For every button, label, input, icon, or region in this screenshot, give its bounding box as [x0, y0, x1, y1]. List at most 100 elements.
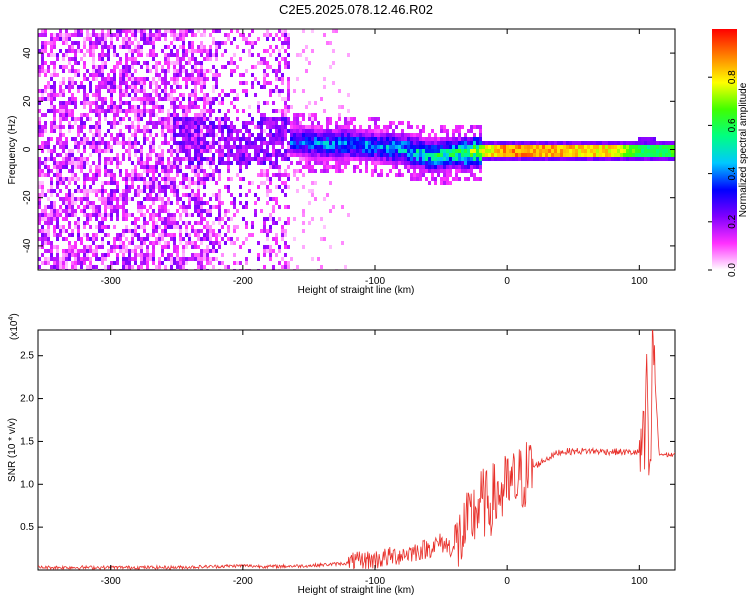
heatmap-cell — [47, 249, 50, 253]
heatmap-cell — [428, 145, 431, 149]
heatmap-cell — [161, 233, 164, 237]
heatmap-cell — [422, 161, 425, 165]
heatmap-cell — [44, 85, 47, 89]
heatmap-cell — [188, 177, 191, 181]
heatmap-cell — [68, 213, 71, 217]
heatmap-cell — [335, 169, 338, 173]
heatmap-cell — [176, 189, 179, 193]
heatmap-cell — [140, 161, 143, 165]
heatmap-cell — [83, 233, 86, 237]
heatmap-cell — [425, 161, 428, 165]
heatmap-cell — [275, 89, 278, 93]
heatmap-cell — [239, 57, 242, 61]
heatmap-cell — [287, 105, 290, 109]
heatmap-cell — [290, 125, 293, 129]
heatmap-cell — [122, 197, 125, 201]
heatmap-cell — [59, 133, 62, 137]
heatmap-cell — [98, 85, 101, 89]
heatmap-cell — [647, 141, 650, 145]
heatmap-cell — [137, 157, 140, 161]
heatmap-cell — [38, 197, 41, 201]
heatmap-cell — [95, 37, 98, 41]
heatmap-cell — [617, 149, 620, 153]
heatmap-cell — [50, 97, 53, 101]
heatmap-cell — [260, 229, 263, 233]
heatmap-cell — [347, 133, 350, 137]
heatmap-cell — [119, 109, 122, 113]
heatmap-cell — [479, 149, 482, 153]
heatmap-cell — [173, 225, 176, 229]
heatmap-cell — [44, 45, 47, 49]
heatmap-cell — [272, 37, 275, 41]
heatmap-cell — [98, 133, 101, 137]
heatmap-cell — [101, 33, 104, 37]
heatmap-cell — [311, 257, 314, 261]
heatmap-cell — [659, 157, 662, 161]
heatmap-cell — [131, 241, 134, 245]
heatmap-cell — [542, 157, 545, 161]
heatmap-cell — [125, 33, 128, 37]
heatmap-cell — [290, 133, 293, 137]
heatmap-cell — [395, 173, 398, 177]
heatmap-cell — [71, 197, 74, 201]
heatmap-cell — [500, 145, 503, 149]
heatmap-cell — [170, 165, 173, 169]
heatmap-cell — [131, 29, 134, 33]
heatmap-cell — [47, 93, 50, 97]
colorbar: 0.00.20.40.60.8 Normalized spectral ampl… — [708, 29, 749, 277]
heatmap-cell — [227, 117, 230, 121]
heatmap-cell — [62, 141, 65, 145]
heatmap-cell — [551, 157, 554, 161]
heatmap-cell — [266, 133, 269, 137]
heatmap-cell — [281, 125, 284, 129]
heatmap-cell — [182, 193, 185, 197]
heatmap-cell — [491, 149, 494, 153]
heatmap-cell — [665, 149, 668, 153]
heatmap-cell — [164, 85, 167, 89]
heatmap-cell — [86, 93, 89, 97]
heatmap-cell — [215, 117, 218, 121]
heatmap-cell — [191, 193, 194, 197]
heatmap-cell — [86, 233, 89, 237]
heatmap-cell — [170, 257, 173, 261]
heatmap-cell — [71, 165, 74, 169]
heatmap-cell — [44, 233, 47, 237]
heatmap-cell — [98, 89, 101, 93]
heatmap-cell — [209, 125, 212, 129]
heatmap-cell — [167, 221, 170, 225]
heatmap-cell — [236, 209, 239, 213]
heatmap-cell — [128, 117, 131, 121]
heatmap-cell — [269, 249, 272, 253]
heatmap-cell — [329, 41, 332, 45]
heatmap-cell — [125, 65, 128, 69]
heatmap-cell — [122, 193, 125, 197]
heatmap-cell — [449, 149, 452, 153]
heatmap-cell — [626, 157, 629, 161]
heatmap-cell — [461, 169, 464, 173]
heatmap-cell — [182, 57, 185, 61]
heatmap-cell — [65, 29, 68, 33]
heatmap-cell — [293, 121, 296, 125]
heatmap-cell — [179, 101, 182, 105]
heatmap-cell — [221, 261, 224, 265]
heatmap-cell — [185, 109, 188, 113]
heatmap-cell — [218, 245, 221, 249]
heatmap-cell — [272, 145, 275, 149]
heatmap-cell — [215, 133, 218, 137]
heatmap-cell — [251, 29, 254, 33]
heatmap-cell — [407, 125, 410, 129]
heatmap-cell — [50, 137, 53, 141]
heatmap-cell — [107, 249, 110, 253]
heatmap-cell — [326, 141, 329, 145]
heatmap-cell — [149, 257, 152, 261]
heatmap-cell — [137, 109, 140, 113]
heatmap-cell — [401, 121, 404, 125]
heatmap-cell — [269, 45, 272, 49]
heatmap-cell — [86, 205, 89, 209]
heatmap-cell — [182, 181, 185, 185]
heatmap-cell — [179, 133, 182, 137]
heatmap-cell — [104, 157, 107, 161]
heatmap-cell — [53, 165, 56, 169]
heatmap-cell — [239, 201, 242, 205]
heatmap-cell — [311, 129, 314, 133]
